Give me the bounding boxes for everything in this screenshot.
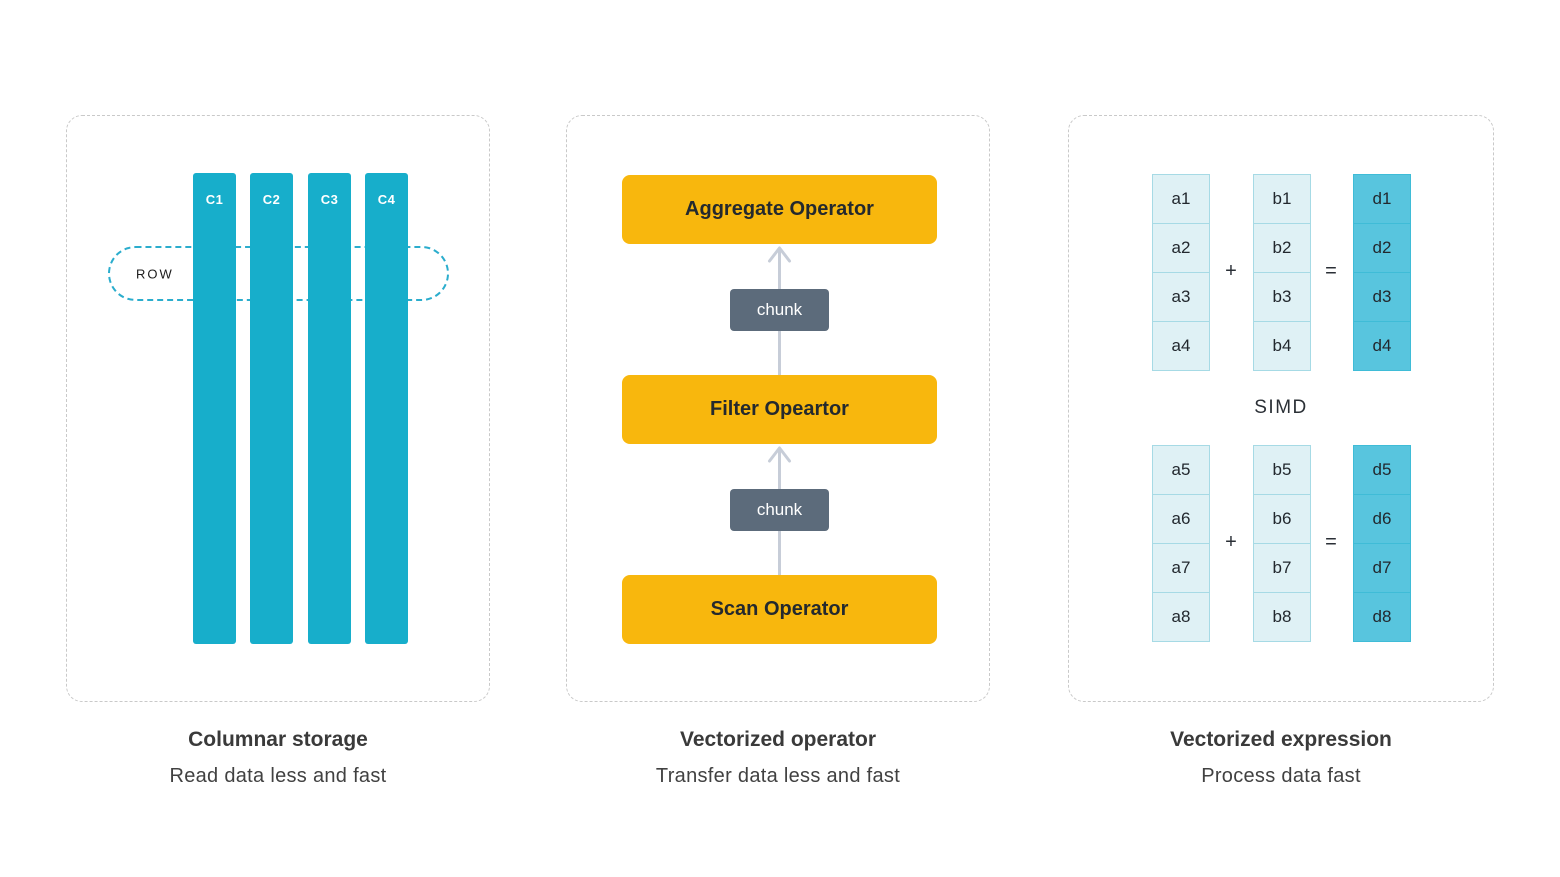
caption-subtitle: Process data fast [1201,765,1361,787]
caption-subtitle: Transfer data less and fast [655,765,901,787]
vector-cell: a8 [1152,592,1210,642]
arrowhead-into-filter [768,446,791,463]
vector-cell: a6 [1152,494,1210,544]
row-label: ROW [136,266,174,281]
column-label-c3: C3 [320,192,339,207]
equals-sign-group1: = [1325,260,1337,282]
plus-sign-group1: + [1225,260,1237,282]
vector-cell: a5 [1152,445,1210,495]
simd-label: SIMD [1254,397,1308,418]
vector-cell: d4 [1353,321,1411,371]
column-label-c4: C4 [377,192,396,207]
vector-column-b-group2: b5 b6 b7 b8 [1253,445,1311,642]
caption-subtitle: Read data less and fast [169,765,387,787]
filter-operator-label: Filter Opeartor [710,398,849,420]
column-label-c1: C1 [205,192,224,207]
chunk-label-top: chunk [756,300,803,319]
panel-vectorized-operator: Aggregate Operator chunk Filter Opeartor… [566,115,990,702]
caption-vectorized-expression: Vectorized expression Process data fast [1068,728,1494,788]
vector-cell: b3 [1253,272,1311,322]
vector-cell: d2 [1353,223,1411,273]
flow-arrows [768,246,791,575]
arrowhead-into-aggregate [768,246,791,263]
aggregate-operator-label: Aggregate Operator [685,198,874,220]
storage-column-c4: C4 [365,173,408,644]
vector-cell: d5 [1353,445,1411,495]
vector-column-b-group1: b1 b2 b3 b4 [1253,174,1311,371]
vector-column-d-group2: d5 d6 d7 d8 [1353,445,1411,642]
vector-cell: a1 [1152,174,1210,224]
caption-vectorized-operator: Vectorized operator Transfer data less a… [566,728,990,788]
vector-cell: a7 [1152,543,1210,593]
filter-operator-box: Filter Opeartor [622,375,937,444]
scan-operator-label: Scan Operator [710,598,849,620]
vector-cell: d3 [1353,272,1411,322]
column-label-c2: C2 [262,192,281,207]
vector-column-a-group1: a1 a2 a3 a4 [1152,174,1210,371]
caption-columnar-storage: Columnar storage Read data less and fast [66,728,490,788]
vector-cell: a4 [1152,321,1210,371]
vector-cell: b5 [1253,445,1311,495]
storage-column-c2: C2 [250,173,293,644]
equals-sign-group2: = [1325,531,1337,553]
panel-vectorized-expression: a1 a2 a3 a4 + b1 b2 b3 b4 = d1 d2 d3 d4 … [1068,115,1494,702]
vector-cell: a3 [1152,272,1210,322]
vector-cell: b7 [1253,543,1311,593]
vector-cell: b2 [1253,223,1311,273]
chunk-label-bottom: chunk [756,500,803,519]
caption-title: Vectorized expression [1170,728,1392,751]
vector-cell: a2 [1152,223,1210,273]
plus-sign-group2: + [1225,531,1237,553]
scan-operator-box: Scan Operator [622,575,937,644]
storage-column-c3: C3 [308,173,351,644]
storage-column-c1: C1 [193,173,236,644]
vector-cell: b1 [1253,174,1311,224]
vector-cell: d8 [1353,592,1411,642]
caption-title: Vectorized operator [679,728,877,751]
panel-columnar-storage: ROW C1 C2 C3 C4 [66,115,490,702]
vector-cell: d7 [1353,543,1411,593]
vector-cell: b8 [1253,592,1311,642]
vector-cell: d1 [1353,174,1411,224]
aggregate-operator-box: Aggregate Operator [622,175,937,244]
vector-cell: d6 [1353,494,1411,544]
caption-title: Columnar storage [188,728,368,751]
chunk-box-top: chunk [730,289,829,331]
vector-column-a-group2: a5 a6 a7 a8 [1152,445,1210,642]
vector-cell: b6 [1253,494,1311,544]
vector-cell: b4 [1253,321,1311,371]
vector-column-d-group1: d1 d2 d3 d4 [1353,174,1411,371]
chunk-box-bottom: chunk [730,489,829,531]
